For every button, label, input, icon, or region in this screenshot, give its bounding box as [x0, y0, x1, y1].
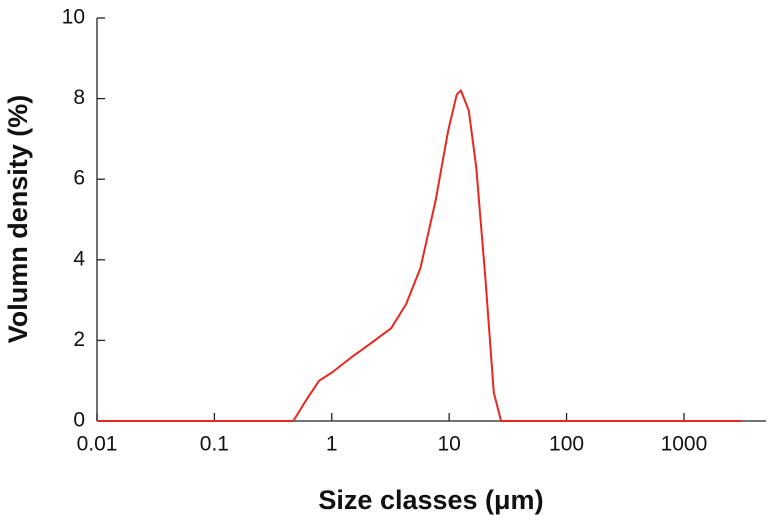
- x-tick-label: 0.1: [200, 433, 229, 456]
- y-tick-label: 4: [73, 247, 85, 270]
- x-tick-label: 100: [549, 433, 584, 456]
- x-tick-label: 1: [326, 433, 338, 456]
- x-tick-label: 1000: [661, 433, 708, 456]
- y-axis-label: Volumn density (%): [3, 95, 33, 344]
- y-tick-label: 10: [62, 6, 85, 29]
- y-tick-label: 8: [73, 86, 85, 109]
- y-tick-label: 2: [73, 328, 85, 351]
- x-axis-label: Size classes (μm): [318, 485, 543, 515]
- x-tick-label: 0.01: [77, 433, 118, 456]
- data-line: [97, 89, 742, 422]
- x-tick-label: 10: [437, 433, 460, 456]
- y-tick-label: 6: [73, 167, 85, 190]
- y-tick-label: 0: [73, 409, 85, 432]
